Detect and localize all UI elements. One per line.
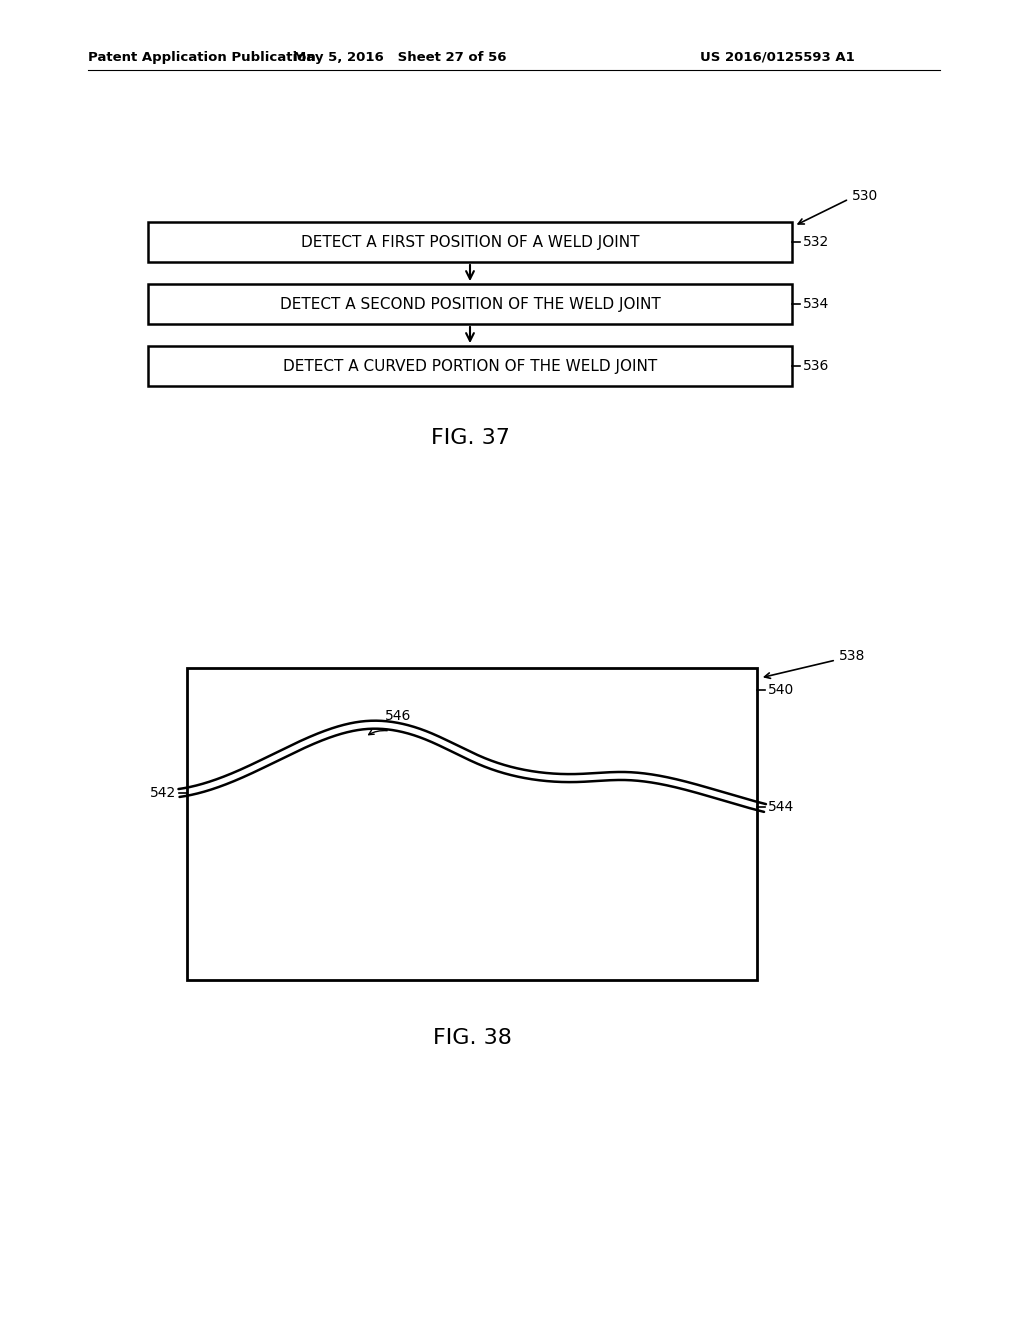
- Text: DETECT A CURVED PORTION OF THE WELD JOINT: DETECT A CURVED PORTION OF THE WELD JOIN…: [283, 359, 657, 374]
- Text: 532: 532: [803, 235, 829, 249]
- Text: DETECT A FIRST POSITION OF A WELD JOINT: DETECT A FIRST POSITION OF A WELD JOINT: [301, 235, 639, 249]
- Bar: [187, 668, 757, 979]
- Bar: [148, 346, 792, 385]
- Text: 536: 536: [803, 359, 829, 374]
- Text: 534: 534: [803, 297, 829, 312]
- Text: DETECT A SECOND POSITION OF THE WELD JOINT: DETECT A SECOND POSITION OF THE WELD JOI…: [280, 297, 660, 312]
- Text: 530: 530: [852, 189, 879, 203]
- Bar: [148, 284, 792, 323]
- Text: 546: 546: [385, 709, 412, 723]
- Text: 540: 540: [768, 682, 795, 697]
- Text: 542: 542: [150, 785, 176, 800]
- Text: Patent Application Publication: Patent Application Publication: [88, 50, 315, 63]
- Bar: [148, 222, 792, 261]
- Text: 544: 544: [768, 800, 795, 814]
- Text: US 2016/0125593 A1: US 2016/0125593 A1: [700, 50, 855, 63]
- Text: FIG. 38: FIG. 38: [432, 1028, 511, 1048]
- Text: May 5, 2016   Sheet 27 of 56: May 5, 2016 Sheet 27 of 56: [293, 50, 507, 63]
- Text: FIG. 37: FIG. 37: [430, 428, 509, 447]
- Text: 538: 538: [839, 649, 865, 663]
